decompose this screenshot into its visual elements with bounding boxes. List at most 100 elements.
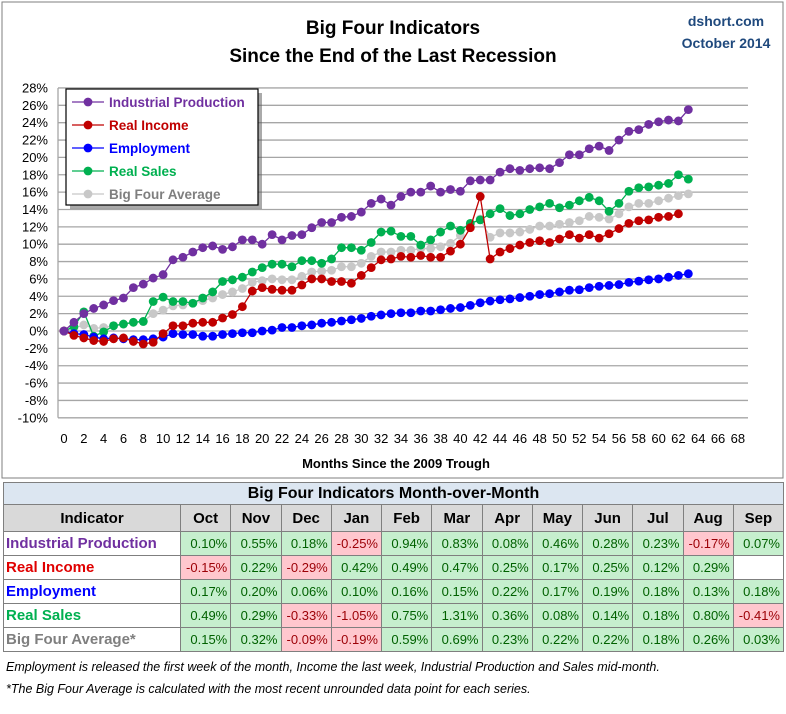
industrial_production-point xyxy=(158,270,168,279)
row-label: Employment xyxy=(3,579,181,604)
real_income-point xyxy=(654,212,663,222)
industrial_production-point xyxy=(188,247,198,257)
value-cell: 0.14% xyxy=(581,603,634,628)
industrial_production-point xyxy=(535,163,545,173)
real_income-point xyxy=(456,239,465,249)
employment-point xyxy=(584,283,594,292)
real_income-point xyxy=(109,334,118,344)
real_sales-line xyxy=(63,173,689,338)
real_income-point xyxy=(277,285,287,295)
column-header: Jul xyxy=(632,504,684,532)
real_sales-point xyxy=(535,202,545,212)
industrial_production-point xyxy=(674,116,683,126)
real_income-point xyxy=(396,251,406,261)
real_income-point xyxy=(416,251,426,260)
industrial_production-point xyxy=(208,241,218,251)
industrial_production-point xyxy=(495,167,505,177)
value-cell: -0.29% xyxy=(280,555,332,580)
value-cell: -0.15% xyxy=(179,555,232,580)
industrial_production-point xyxy=(366,199,376,208)
employment-point xyxy=(475,298,485,308)
x-tick-label: 6 xyxy=(120,431,127,446)
x-tick-label: 36 xyxy=(414,431,428,446)
employment-point xyxy=(406,308,416,318)
real_sales-point xyxy=(584,192,594,202)
value-cell: 0.18% xyxy=(632,603,684,628)
employment-point xyxy=(683,269,693,279)
x-tick-label: 10 xyxy=(156,431,170,446)
y-tick-label: -10% xyxy=(18,410,49,425)
y-tick-label: 18% xyxy=(22,167,48,182)
big_four_average-point xyxy=(604,214,614,224)
row-label: Big Four Average* xyxy=(3,627,181,652)
y-tick-label: 20% xyxy=(22,150,48,165)
real_income-point xyxy=(535,236,545,246)
big_four_average-point xyxy=(356,258,366,268)
employment-point xyxy=(228,329,237,339)
big_four_average-point xyxy=(683,189,693,199)
y-tick-label: 28% xyxy=(22,80,48,95)
big_four_average-point xyxy=(426,244,436,253)
chart-title-line2: Since the End of the Last Recession xyxy=(229,46,556,67)
chart-border xyxy=(1,1,784,479)
real_income-point xyxy=(594,233,604,243)
employment-point xyxy=(525,291,535,301)
big_four_average-point xyxy=(208,293,218,303)
employment-point xyxy=(287,323,297,332)
big_four_average-point xyxy=(277,275,287,285)
big_four_average-point xyxy=(366,251,376,261)
industrial_production-point xyxy=(99,300,109,310)
employment-point xyxy=(327,317,336,327)
industrial_production-point xyxy=(555,158,564,168)
industrial_production-point xyxy=(346,212,356,221)
y-tick-label: 10% xyxy=(22,237,48,252)
table-row: Real Income -0.15% 0.22% -0.29% 0.42% 0.49% 0.… xyxy=(3,555,785,580)
big_four_average-point xyxy=(228,287,237,297)
month-over-month-table: Big Four Indicators Month-over-Month Ind… xyxy=(3,482,785,652)
industrial_production-point xyxy=(297,230,307,240)
real_income-point xyxy=(525,238,535,247)
value-cell: 0.13% xyxy=(682,579,734,604)
value-cell: 0.08% xyxy=(531,603,584,628)
employment-point xyxy=(574,285,584,295)
x-tick-label: 14 xyxy=(196,431,210,446)
industrial_production-point xyxy=(426,181,436,191)
x-tick-label: 38 xyxy=(433,431,447,446)
value-cell: 0.36% xyxy=(481,603,533,628)
real_income-point xyxy=(614,224,624,233)
x-tick-label: 64 xyxy=(691,431,705,446)
real_sales-point xyxy=(109,321,118,331)
real_sales-point xyxy=(495,204,505,214)
industrial_production-point xyxy=(237,235,247,245)
industrial_production-point xyxy=(247,235,257,245)
real_sales-point xyxy=(634,183,644,193)
industrial_production-point xyxy=(277,235,287,245)
real_sales-point xyxy=(247,267,257,277)
real_income-point xyxy=(267,284,277,294)
value-cell: 0.22% xyxy=(531,627,584,652)
date-label: October 2014 xyxy=(682,35,771,51)
big_four_average-point xyxy=(485,232,495,242)
real_income-point xyxy=(604,229,614,239)
industrial_production-point xyxy=(69,317,79,327)
x-tick-label: 46 xyxy=(513,431,527,446)
employment-point xyxy=(297,321,307,331)
column-header: Sep xyxy=(732,504,785,532)
big_four_average-point xyxy=(674,191,683,200)
employment-point xyxy=(208,331,218,341)
real_sales-point xyxy=(366,238,376,247)
y-tick-label: -2% xyxy=(25,341,49,356)
real_sales-point xyxy=(148,297,158,306)
real_income-point xyxy=(89,336,99,345)
row-label: Industrial Production xyxy=(3,531,181,556)
employment-point xyxy=(555,287,564,297)
big_four_average-point xyxy=(346,262,356,272)
industrial_production-point xyxy=(614,135,624,145)
industrial_production-point xyxy=(337,212,346,222)
real_sales-point xyxy=(198,293,208,303)
employment-point xyxy=(674,271,683,280)
real_income-point xyxy=(485,254,495,264)
x-tick-label: 16 xyxy=(215,431,229,446)
real_sales-point xyxy=(178,297,188,306)
real_income-point xyxy=(119,333,128,343)
